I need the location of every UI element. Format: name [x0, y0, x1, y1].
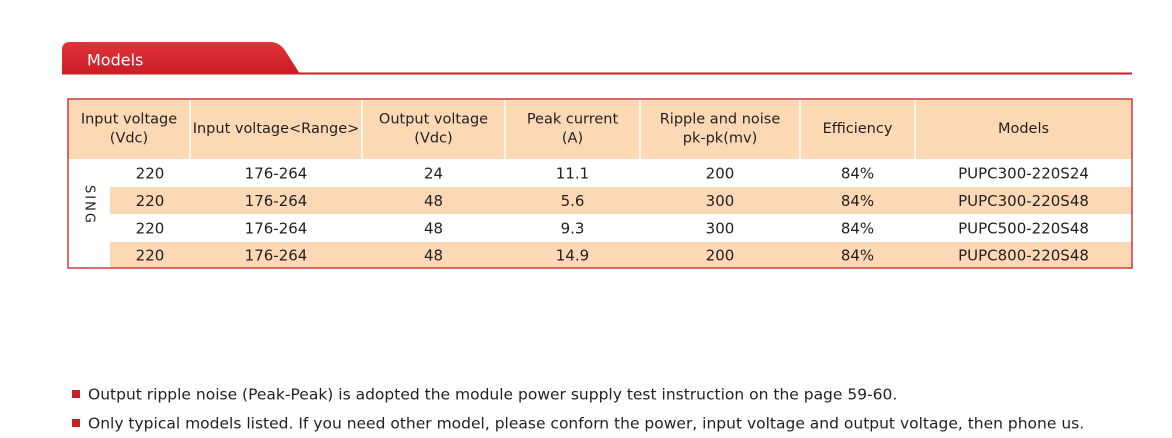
- table-cell: 300: [706, 220, 735, 238]
- column-header: Input voltage: [81, 112, 177, 128]
- title-tab: [62, 42, 300, 74]
- column-header: (A): [562, 131, 583, 147]
- table-cell: PUPC300-220S24: [958, 165, 1089, 183]
- table-row: [110, 242, 1132, 268]
- table-cell: 11.1: [556, 165, 589, 183]
- table-cell: 84%: [841, 247, 874, 265]
- column-header: (Vdc): [110, 131, 148, 147]
- table-border: [67, 98, 1133, 269]
- table-cell: 48: [424, 192, 443, 210]
- table-row: [110, 159, 1132, 187]
- table-cell: 176-264: [245, 220, 308, 238]
- column-header: Input voltage<Range>: [193, 121, 360, 137]
- table-row: [110, 214, 1132, 242]
- table-cell: PUPC800-220S48: [958, 247, 1089, 265]
- table-cell: 9.3: [561, 220, 585, 238]
- table-cell: 84%: [841, 220, 874, 238]
- table-cell: 24: [424, 165, 443, 183]
- table-cell: 176-264: [245, 165, 308, 183]
- table-cell: 14.9: [556, 247, 589, 265]
- bullet: [72, 390, 80, 398]
- table-cell: 5.6: [561, 192, 585, 210]
- column-header: Peak current: [527, 112, 619, 128]
- table-cell: 200: [706, 247, 735, 265]
- table-cell: 48: [424, 247, 443, 265]
- table-cell: PUPC500-220S48: [958, 220, 1089, 238]
- table-cell: 220: [136, 192, 165, 210]
- column-header: pk-pk(mv): [683, 131, 757, 147]
- table-cell: 48: [424, 220, 443, 238]
- note: Output ripple noise (Peak-Peak) is adopt…: [88, 386, 897, 404]
- table-cell: 220: [136, 247, 165, 265]
- table-cell: 220: [136, 165, 165, 183]
- column-header: Models: [998, 121, 1049, 137]
- column-header: Ripple and noise: [660, 112, 781, 128]
- note: Only typical models listed. If you need …: [88, 415, 1084, 433]
- section-title: Models: [87, 51, 143, 70]
- table-cell: 84%: [841, 165, 874, 183]
- table-cell: 200: [706, 165, 735, 183]
- table-cell: 176-264: [245, 247, 308, 265]
- table-cell: 300: [706, 192, 735, 210]
- side-label: SING: [82, 185, 97, 225]
- header-row: [68, 99, 1132, 159]
- column-header: Output voltage: [379, 112, 488, 128]
- table-cell: PUPC300-220S48: [958, 192, 1089, 210]
- column-header: (Vdc): [414, 131, 452, 147]
- table-cell: 84%: [841, 192, 874, 210]
- table-cell: 220: [136, 220, 165, 238]
- side-cell: [68, 159, 110, 268]
- models-table: Input voltage (Vdc) Input voltage<Range> Ou…: [67, 98, 1133, 269]
- bullet: [72, 419, 80, 427]
- table-row: [110, 187, 1132, 214]
- column-header: Efficiency: [823, 121, 893, 137]
- table-cell: 176-264: [245, 192, 308, 210]
